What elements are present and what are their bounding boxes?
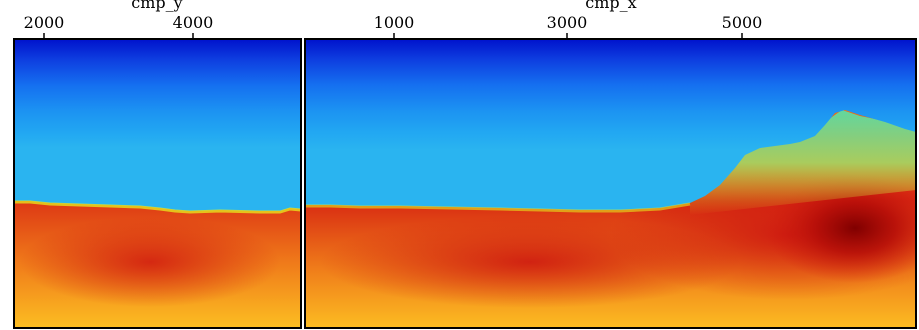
tick-label-cmp-y-1: 4000 <box>173 13 214 32</box>
axis-label-cmp-x: cmp_x <box>585 0 636 12</box>
panel-cmp-x-interface <box>305 202 691 213</box>
panel-cmp-x-frame <box>304 38 917 329</box>
panel-cmp-y-frame <box>13 38 302 329</box>
tick-label-cmp-x-0: 1000 <box>374 13 415 32</box>
tick-label-cmp-x-1: 3000 <box>547 13 588 32</box>
panel-cmp-y-upper-layer <box>14 39 301 211</box>
panel-cmp-x-upper-layer <box>305 39 916 210</box>
axis-cmp-y: cmp_y 2000 4000 <box>24 0 214 39</box>
panel-cmp-x-ramp-shading <box>690 110 916 215</box>
tick-label-cmp-y-0: 2000 <box>24 13 65 32</box>
panel-cmp-y-high-velocity-zone <box>20 217 280 307</box>
panel-cmp-y <box>14 39 301 328</box>
axis-label-cmp-y: cmp_y <box>131 0 182 12</box>
panel-cmp-x <box>305 39 916 328</box>
tick-label-cmp-x-2: 5000 <box>722 13 763 32</box>
panel-cmp-y-interface <box>14 200 301 214</box>
axis-cmp-x: cmp_x 1000 3000 5000 <box>374 0 763 39</box>
